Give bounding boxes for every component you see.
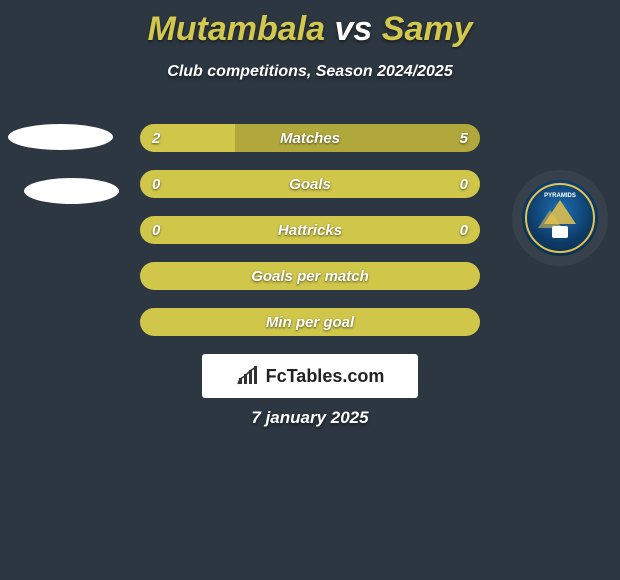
stat-label: Goals (140, 170, 480, 198)
stats-bars: 2Matches50Goals00Hattricks0Goals per mat… (140, 124, 480, 354)
stat-bar-row: Min per goal (140, 308, 480, 336)
fctables-badge: FcTables.com (202, 354, 418, 398)
svg-text:PYRAMIDS: PYRAMIDS (544, 193, 576, 199)
stat-label: Hattricks (140, 216, 480, 244)
left-placeholder-ellipse-2 (24, 178, 119, 204)
stat-bar-row: 0Goals0 (140, 170, 480, 198)
player2-name: Samy (382, 10, 473, 48)
date-text: 7 january 2025 (0, 408, 620, 428)
stat-right-value: 0 (460, 216, 468, 244)
stat-bar-row: 2Matches5 (140, 124, 480, 152)
club-badge-pyramids: PYRAMIDS (522, 180, 598, 256)
stat-label: Goals per match (140, 262, 480, 290)
stat-bar-row: Goals per match (140, 262, 480, 290)
page-title: Mutambala vs Samy (0, 0, 620, 49)
subtitle: Club competitions, Season 2024/2025 (0, 63, 620, 81)
stat-label: Min per goal (140, 308, 480, 336)
stat-right-value: 5 (460, 124, 468, 152)
stat-label: Matches (140, 124, 480, 152)
stat-right-value: 0 (460, 170, 468, 198)
stat-bar-row: 0Hattricks0 (140, 216, 480, 244)
pyramids-crest-icon: PYRAMIDS (522, 180, 598, 256)
player1-name: Mutambala (147, 10, 325, 48)
bar-chart-icon (236, 364, 260, 388)
vs-text: vs (325, 10, 382, 48)
fctables-text: FcTables.com (266, 366, 385, 387)
left-placeholder-ellipse-1 (8, 124, 113, 150)
